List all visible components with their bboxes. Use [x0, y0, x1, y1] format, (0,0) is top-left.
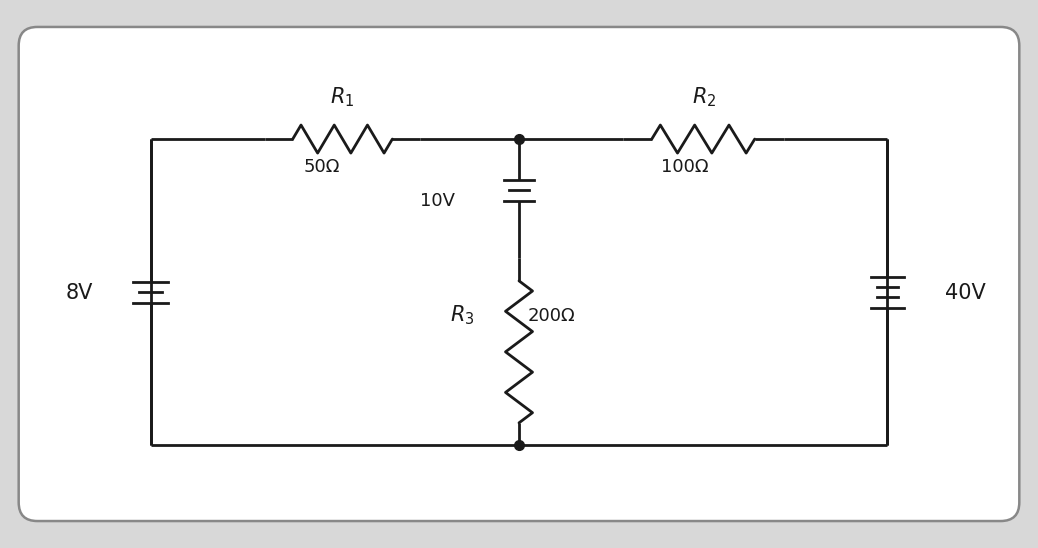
Text: 100Ω: 100Ω	[661, 158, 709, 176]
Text: $R_2$: $R_2$	[691, 85, 716, 110]
Text: 200Ω: 200Ω	[527, 306, 575, 324]
Text: 10V: 10V	[419, 192, 455, 210]
Text: $R_1$: $R_1$	[330, 85, 355, 110]
Text: 40V: 40V	[945, 283, 985, 302]
Text: 8V: 8V	[66, 283, 93, 302]
Text: $R_3$: $R_3$	[449, 304, 474, 327]
FancyBboxPatch shape	[19, 27, 1019, 521]
Text: 50Ω: 50Ω	[303, 158, 340, 176]
